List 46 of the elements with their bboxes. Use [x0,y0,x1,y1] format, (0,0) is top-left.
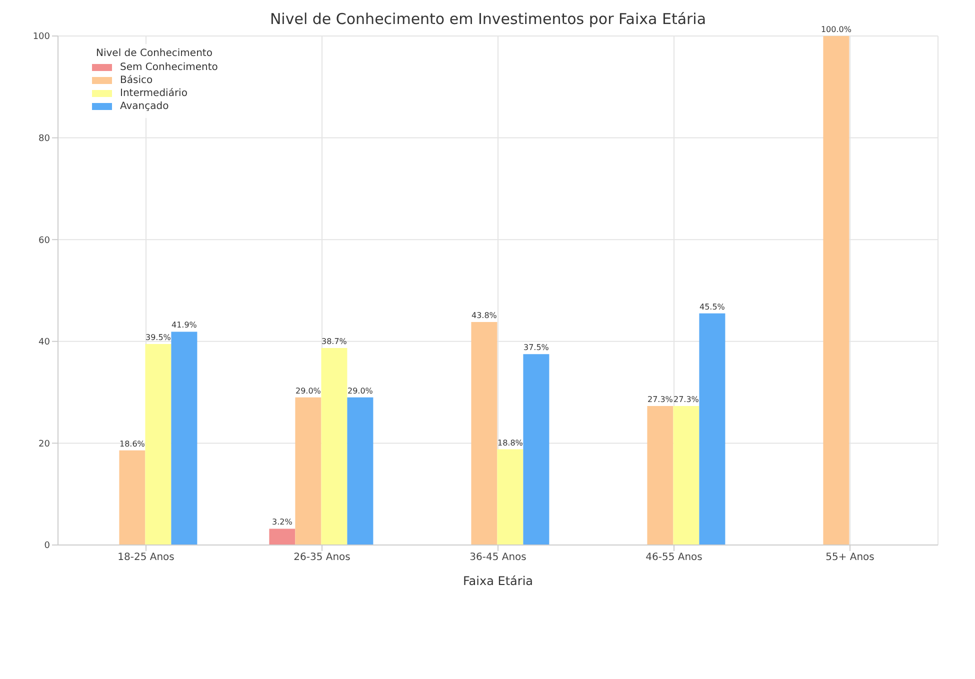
bar [321,348,348,545]
data-label: 18.6% [119,439,146,448]
x-tick-label: 36-45 Anos [470,552,526,564]
y-tick-label: 80 [38,134,50,144]
bar [171,332,198,545]
legend-label: Avançado [120,101,169,112]
data-label: 41.9% [171,320,198,330]
bar [471,322,498,545]
x-tick-label: 26-35 Anos [294,552,350,564]
bar [673,406,700,545]
bar [699,313,726,545]
bar [145,344,172,545]
x-tick-label: 18-25 Anos [118,552,174,564]
legend-title: Nivel de Conhecimento [95,48,214,59]
data-label: 100.0% [820,25,852,34]
chart-title: Nivel de Conhecimento em Investimentos por Faixa Etária [270,10,706,28]
data-label: 38.7% [321,337,348,346]
legend-label: Básico [120,75,153,86]
legend-label: Intermediário [120,88,188,99]
y-tick-label: 0 [44,541,50,552]
bar [295,397,322,545]
bar [647,406,674,545]
data-label: 18.8% [497,438,524,448]
bar [119,450,146,545]
x-tick-label: 55+ Anos [826,552,874,564]
data-label: 37.5% [523,343,550,352]
data-label: 29.0% [347,386,374,396]
bar [497,449,524,545]
data-label: 39.5% [145,332,172,342]
y-tick-label: 20 [38,439,50,450]
legend-label: Sem Conhecimento [120,62,218,73]
data-label: 27.3% [673,395,700,404]
data-label: 45.5% [699,302,726,312]
data-label: 27.3% [647,395,674,404]
x-axis-title: Faixa Etária [462,574,534,588]
x-tick-label: 46-55 Anos [646,552,702,564]
data-label: 29.0% [295,386,322,396]
y-tick-label: 40 [38,338,50,348]
bar [823,36,850,545]
data-label: 43.8% [471,311,498,320]
data-label: 3.2% [272,518,293,527]
y-tick-label: 100 [32,32,50,42]
bar [347,397,374,545]
bar [523,354,550,545]
y-tick-label: 60 [38,236,50,246]
bar [269,528,296,545]
